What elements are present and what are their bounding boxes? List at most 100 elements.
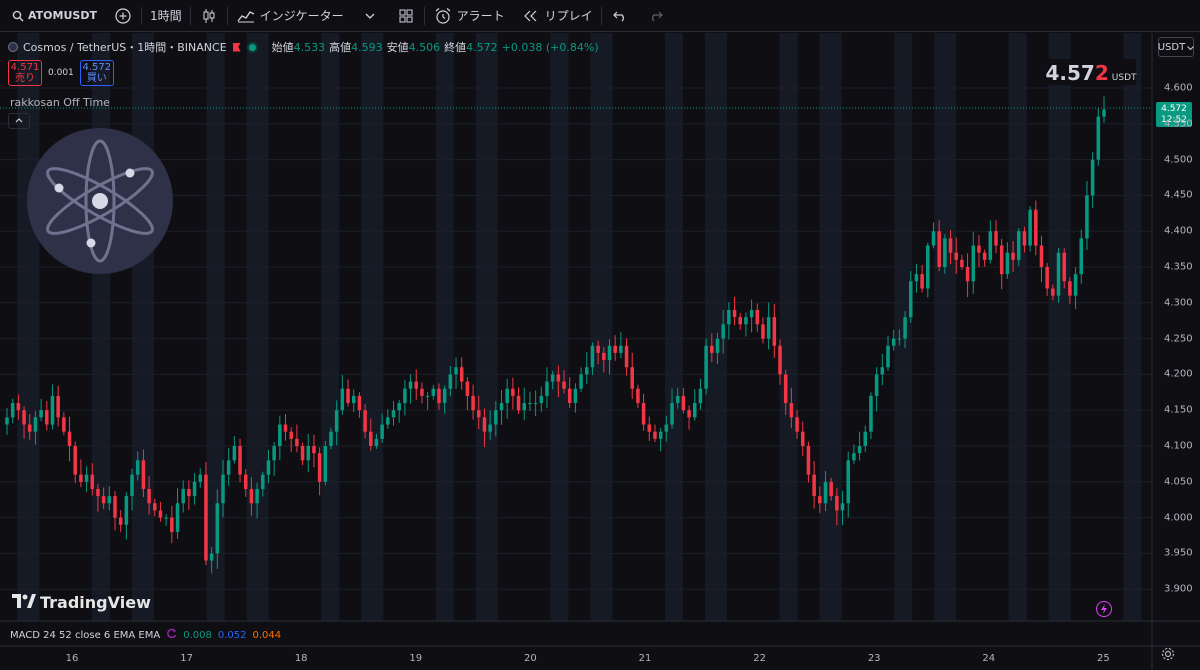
chart-area[interactable]: Cosmos / TetherUS・1時間・BINANCE 始値 4.533 高値… — [0, 33, 1200, 670]
replay-button[interactable]: リプレイ — [513, 0, 601, 32]
price-tick-label: 4.100 — [1164, 440, 1193, 452]
chevron-down-icon — [360, 6, 380, 26]
candle-body — [681, 395, 686, 411]
candle-body — [903, 317, 907, 339]
last-price-display: 4.57 2 USDT — [1046, 59, 1137, 85]
close-label: 終値 — [444, 41, 467, 54]
alert-button[interactable]: アラート — [425, 0, 513, 32]
bolt-icon[interactable] — [1096, 601, 1112, 617]
candle-body — [118, 517, 123, 525]
candle-body — [908, 281, 913, 318]
currency-selector[interactable]: USDT — [1157, 37, 1195, 57]
candle-body — [312, 446, 316, 454]
candle-body — [954, 252, 958, 260]
candle-body — [607, 345, 612, 361]
candle-body — [84, 474, 89, 482]
candle-body — [630, 367, 634, 389]
candle-body — [727, 309, 731, 325]
symbol-search-button[interactable]: ATOMUSDT — [0, 0, 105, 32]
candle-body — [1073, 274, 1078, 296]
redo-button[interactable] — [638, 0, 674, 32]
templates-button[interactable] — [388, 0, 424, 32]
candle-body — [533, 403, 538, 405]
candle-body — [567, 388, 572, 404]
chart-type-button[interactable] — [191, 0, 227, 32]
candle-body — [749, 309, 754, 318]
flag-icon[interactable] — [232, 42, 241, 52]
candle-body — [835, 496, 839, 511]
candle-body — [619, 345, 623, 353]
buy-label: 買い — [86, 73, 107, 84]
candle-body — [73, 446, 77, 475]
macd-value-3: 0.044 — [252, 629, 282, 641]
low-label: 安値 — [386, 41, 409, 54]
candle-body — [999, 245, 1004, 275]
candle-body — [107, 496, 112, 504]
price-tick-label: 4.050 — [1164, 476, 1193, 488]
settings-icon[interactable] — [1161, 647, 1175, 665]
interval-button[interactable]: 1時間 — [142, 0, 190, 32]
candle-body — [192, 481, 197, 497]
candle-body — [329, 431, 333, 446]
time-tick-label: 24 — [982, 653, 996, 664]
symbol-title[interactable]: Cosmos / TetherUS・1時間・BINANCE — [23, 41, 227, 54]
candle-body — [505, 388, 509, 404]
chevron-down-icon — [1187, 42, 1195, 53]
cosmos-coin-icon — [8, 42, 18, 52]
offtime-band — [665, 33, 683, 621]
price-chart[interactable] — [0, 33, 1200, 670]
candle-body — [488, 424, 492, 432]
candle-body — [62, 417, 66, 432]
time-tick-label: 17 — [180, 653, 193, 664]
indicators-button[interactable]: インジケーター — [228, 0, 352, 32]
collapse-legend-button[interactable] — [8, 113, 30, 129]
candle-body — [323, 446, 328, 482]
offtime-band — [894, 33, 913, 621]
sell-button[interactable]: 4.571 売り — [8, 60, 42, 86]
candle-body — [988, 231, 993, 260]
candle-body — [10, 403, 15, 418]
market-status-icon — [248, 43, 256, 51]
candle-body — [692, 403, 697, 418]
add-symbol-button[interactable] — [105, 0, 141, 32]
candle-body — [869, 395, 873, 432]
candle-body — [943, 238, 947, 267]
candle-body — [232, 446, 237, 461]
candle-body — [982, 252, 987, 260]
toolbar-divider — [140, 6, 142, 25]
candle-body — [90, 474, 95, 489]
tradingview-logo[interactable]: TradingView — [12, 593, 151, 612]
candle-body — [414, 381, 419, 389]
trade-buttons: 4.571 売り 0.001 4.572 買い — [8, 60, 114, 86]
candle-body — [243, 474, 248, 489]
candle-body — [386, 417, 390, 425]
indicators-dropdown[interactable] — [352, 0, 388, 32]
candle-body — [880, 367, 885, 375]
buy-button[interactable]: 4.572 買い — [79, 60, 114, 86]
candle-body — [1062, 252, 1066, 282]
high-value: 4.593 — [351, 40, 383, 54]
candle-body — [931, 231, 936, 246]
candle-body — [721, 324, 725, 339]
indicator-name[interactable]: rakkosan Off Time — [10, 96, 110, 109]
candle-body — [67, 431, 72, 446]
change-value: +0.038 (+0.84%) — [501, 40, 599, 54]
candle-body — [1045, 267, 1049, 289]
currency-label: USDT — [1157, 41, 1186, 53]
candle-body — [289, 431, 293, 439]
macd-legend[interactable]: MACD 24 52 close 6 EMA EMA 0.008 0.052 0… — [10, 628, 281, 642]
candle-body — [238, 446, 242, 475]
undo-button[interactable] — [602, 0, 638, 32]
candle-body — [602, 352, 606, 361]
candle-body — [636, 388, 640, 404]
offtime-band — [321, 33, 340, 621]
candle-body — [397, 403, 401, 411]
candle-body — [431, 388, 436, 396]
candle-body — [340, 388, 345, 411]
time-tick-label: 19 — [409, 653, 423, 664]
candle-body — [795, 417, 799, 432]
candle-body — [573, 388, 578, 404]
offtime-bands — [17, 33, 1142, 621]
offtime-band — [705, 33, 727, 621]
price-tick-label: 4.300 — [1164, 297, 1193, 309]
